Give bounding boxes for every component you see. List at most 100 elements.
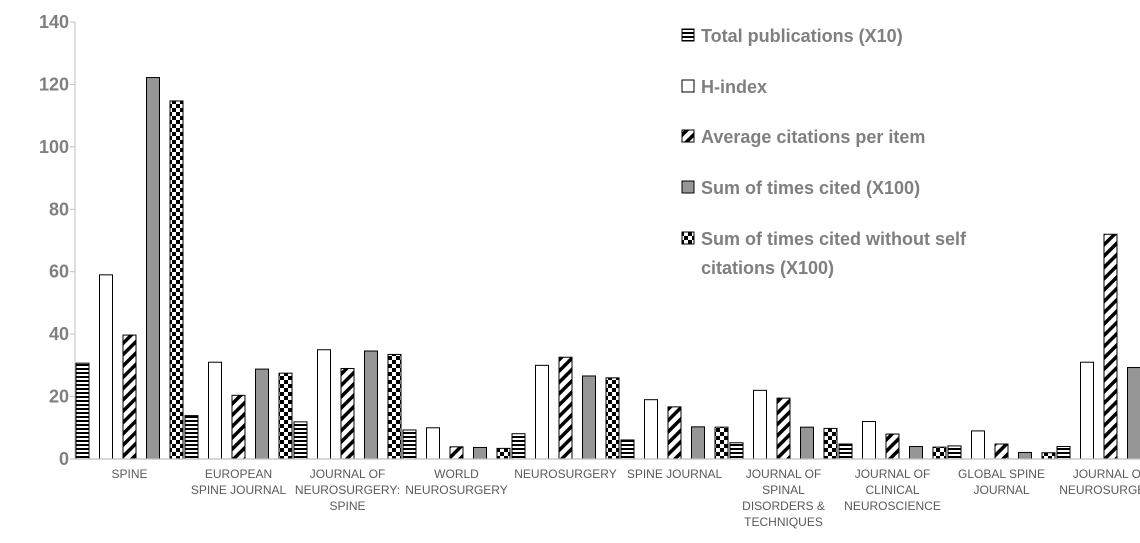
bar	[582, 375, 596, 460]
legend-label-line: Average citations per item	[701, 127, 925, 147]
category-group	[402, 427, 511, 460]
bar	[667, 406, 682, 460]
bar	[496, 447, 511, 460]
bar	[184, 415, 199, 460]
bar	[1018, 451, 1032, 460]
bar	[387, 353, 402, 460]
x-tick-label-line: GLOBAL SPINE	[958, 467, 1045, 481]
y-tick-label: 120	[39, 74, 69, 94]
legend-swatch	[681, 129, 695, 143]
legend-swatch	[681, 79, 695, 93]
bar	[862, 421, 876, 460]
category-group	[293, 349, 402, 460]
bar	[971, 430, 985, 460]
x-tick-label: SPINE JOURNAL	[627, 467, 723, 481]
legend-label-line: H-index	[701, 77, 767, 97]
category-group	[947, 430, 1056, 460]
y-tick-label: 0	[59, 449, 69, 469]
x-tick-label: SPINE	[111, 467, 147, 481]
bar	[932, 446, 947, 460]
bar	[122, 334, 137, 460]
bar	[473, 446, 487, 460]
legend-item: Sum of times cited (X100)	[681, 178, 920, 198]
legend-label-line: citations (X100)	[701, 258, 834, 278]
legend-swatch	[681, 180, 695, 194]
bar	[947, 445, 962, 460]
legend-label: Average citations per item	[701, 127, 925, 147]
x-tick-label: JOURNAL OF CLINICAL NEUROSCIENCE	[844, 467, 941, 513]
x-tick-label-line: JOURNAL	[973, 483, 1029, 497]
y-tick-label: 80	[49, 199, 69, 219]
category-group	[620, 399, 729, 460]
legend-label-line: Sum of times cited without self	[701, 229, 967, 249]
x-tick-label-line: JOURNAL OF	[310, 467, 386, 481]
bar	[535, 364, 549, 460]
bar	[1056, 446, 1071, 460]
legend-label-line: Sum of times cited (X100)	[701, 178, 920, 198]
x-tick-label-line: JOURNAL OF	[746, 467, 822, 481]
bar	[99, 274, 113, 460]
x-tick-label-line: CLINICAL	[865, 483, 919, 497]
x-tick-label-line: SPINE JOURNAL	[191, 483, 287, 497]
legend-item: Sum of times cited without self citations…	[681, 229, 967, 278]
bar	[620, 439, 635, 460]
category-group	[1056, 233, 1140, 460]
x-tick-label: JOURNAL OF SPINAL DISORDERS & TECHNIQUES	[742, 467, 825, 529]
bar	[1103, 233, 1118, 460]
x-tick-label: EUROPEAN SPINE JOURNAL	[191, 467, 287, 497]
category-group	[511, 356, 620, 460]
bar	[800, 426, 814, 460]
bar	[511, 433, 526, 460]
bar	[293, 421, 308, 460]
bar	[169, 100, 184, 460]
bar	[729, 442, 744, 460]
bar	[208, 361, 222, 460]
x-tick-label-line: TECHNIQUES	[744, 515, 823, 529]
x-tick-label-line: NEUROSURGERY:	[295, 483, 400, 497]
x-tick-label-line: SPINE	[111, 467, 147, 481]
x-tick-label: JOURNAL OF NEUROSURGERY: SPINE	[295, 467, 400, 513]
bar	[1127, 367, 1140, 460]
x-tick-label-line: SPINAL	[762, 483, 805, 497]
bars	[75, 77, 1140, 460]
legend-label: Sum of times cited without self citations…	[701, 229, 967, 278]
bar	[823, 427, 838, 460]
category-group	[729, 389, 838, 460]
category-group	[838, 421, 947, 460]
legend-label: H-index	[701, 77, 767, 97]
x-tick-label: GLOBAL SPINE JOURNAL	[958, 467, 1045, 497]
legend-label: Sum of times cited (X100)	[701, 178, 920, 198]
bar	[644, 399, 658, 460]
bar	[714, 426, 729, 460]
legend: Total publications (X10) H-index Average c…	[681, 26, 967, 278]
y-axis: 0 20 40 60 80 100 120 140	[39, 12, 76, 469]
bar	[691, 426, 705, 460]
x-tick-label-line: DISORDERS &	[742, 499, 825, 513]
x-tick-label: NEUROSURGERY	[514, 467, 616, 481]
legend-label: Total publications (X10)	[701, 26, 903, 46]
x-tick-label-line: NEUROSURGERY	[405, 483, 507, 497]
bar	[75, 362, 90, 460]
bar	[1080, 361, 1094, 460]
x-tick-label-line: JOURNAL OF	[1073, 467, 1140, 481]
bar	[909, 446, 923, 460]
x-tick-label: JOURNAL OF NEUROSURGERY	[1059, 467, 1140, 497]
y-tick-label: 140	[39, 12, 69, 32]
bar	[317, 349, 331, 460]
bar	[449, 446, 464, 460]
bar	[838, 443, 853, 460]
bar	[146, 77, 160, 460]
bar	[278, 372, 293, 460]
x-tick-label: WORLD NEUROSURGERY	[405, 467, 507, 497]
y-tick-label: 40	[49, 324, 69, 344]
bar	[231, 394, 246, 460]
x-tick-label-line: SPINE JOURNAL	[627, 467, 723, 481]
x-tick-label-line: EUROPEAN	[205, 467, 272, 481]
y-tick-label: 100	[39, 137, 69, 157]
bar	[558, 356, 573, 460]
bar	[426, 427, 440, 460]
bar	[994, 443, 1009, 460]
x-tick-label-line: JOURNAL OF	[855, 467, 931, 481]
y-tick-label: 60	[49, 262, 69, 282]
